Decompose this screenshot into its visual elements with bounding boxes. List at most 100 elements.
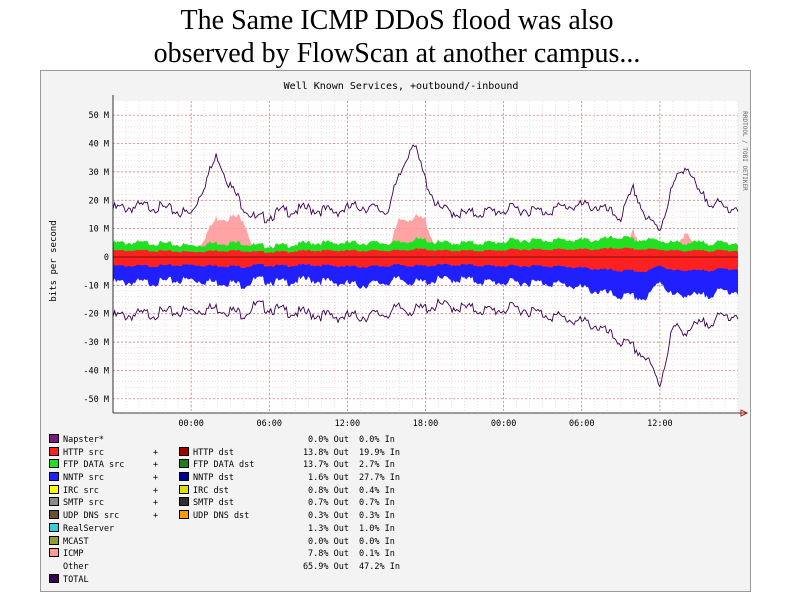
legend-src-row: MCAST	[49, 535, 124, 549]
legend-series-name: HTTP src	[63, 447, 104, 458]
legend-in-row: 1.0% In	[359, 523, 400, 536]
legend-plus-row: +	[153, 472, 158, 485]
legend-plus-row: +	[153, 497, 158, 510]
legend-dst-row: SMTP dst	[179, 497, 254, 510]
legend-series-name: IRC src	[63, 485, 99, 496]
y-tick-label: 50 M	[89, 111, 109, 121]
legend-src-row: SMTP src	[49, 497, 124, 510]
legend-series-name: SMTP src	[63, 498, 104, 509]
legend-out-value: 7.8% Out	[308, 549, 349, 560]
x-tick-label: 00:00	[491, 419, 517, 429]
legend-swatch	[49, 434, 59, 443]
legend-plus-row	[153, 574, 158, 587]
legend-swatch	[179, 446, 189, 456]
legend-swatch	[179, 472, 189, 482]
legend-src: Napster* HTTP src FTP DATA src NNTP src IRC …	[49, 434, 124, 586]
traffic-chart: Well Known Services, +outbound/-inbound …	[49, 81, 749, 429]
legend-out-row: 13.7% Out	[279, 459, 349, 472]
y-tick-label: -30 M	[83, 338, 109, 348]
legend-swatch	[49, 510, 59, 520]
legend-swatch	[179, 459, 189, 469]
legend-series-name: Other	[63, 561, 89, 572]
rrd-graph-frame: Well Known Services, +outbound/-inbound …	[40, 70, 751, 592]
legend-dst-row	[179, 536, 254, 549]
x-tick-label: 18:00	[413, 419, 439, 429]
traffic-areas	[112, 144, 739, 388]
legend-in-row: 19.9% In	[359, 447, 400, 460]
legend-dst-name: NNTP dst	[193, 473, 234, 484]
axes	[112, 95, 749, 417]
legend-swatch	[49, 472, 59, 482]
legend-out-value: 65.9% Out	[302, 561, 349, 572]
legend-plus-sign: +	[153, 473, 159, 484]
legend-in-value: 0.7% In	[359, 498, 395, 509]
legend-in-row: 0.1% In	[359, 548, 400, 561]
y-tick-label: -10 M	[83, 281, 109, 291]
legend-plus-row: +	[153, 459, 158, 472]
legend-in-row: 0.3% In	[359, 510, 400, 523]
legend-swatch	[49, 548, 59, 558]
total-inbound-line	[112, 297, 739, 388]
legend-dst: HTTP dst FTP DATA dst NNTP dst IRC dst SMTP …	[179, 434, 254, 586]
legend-series-name: FTP DATA src	[63, 460, 125, 471]
y-axis-label: bits per second	[49, 220, 59, 301]
legend-swatch	[49, 459, 59, 469]
legend-dst-row: IRC dst	[179, 484, 254, 498]
y-tick-label: 30 M	[89, 168, 109, 178]
slide-title: The Same ICMP DDoS flood was also observ…	[0, 4, 794, 70]
legend-series-name: UDP DNS src	[63, 511, 120, 522]
legend-series-name: NNTP src	[63, 473, 104, 484]
legend-swatch	[49, 446, 59, 456]
legend-src-row: Napster*	[49, 434, 124, 447]
legend-out-value: 0.0% Out	[308, 435, 349, 445]
legend-swatch	[179, 497, 189, 507]
legend-in-value: 1.0% In	[359, 523, 395, 534]
legend-in-value: 0.0% In	[359, 435, 395, 445]
legend-dst-name: SMTP dst	[193, 498, 234, 509]
legend-src-row: FTP DATA src	[49, 459, 124, 472]
legend-out-value: 1.6% Out	[308, 473, 349, 484]
legend-out-row: 0.0% Out	[279, 536, 349, 549]
legend-plus-row	[153, 523, 158, 536]
y-tick-label: -20 M	[83, 310, 109, 320]
legend-out-row	[279, 574, 349, 587]
legend-dst-row: FTP DATA dst	[179, 459, 254, 472]
y-tick-labels: 50 M 40 M 30 M 20 M 10 M 0 -10 M -20 M -30 M -40 …	[83, 111, 109, 405]
y-tick-label: 0	[104, 253, 109, 263]
legend-plus-sign: +	[153, 460, 159, 471]
legend-swatch	[179, 484, 189, 494]
legend-series-name: RealServer	[63, 523, 115, 534]
y-tick-label: -50 M	[83, 395, 109, 405]
legend-out-value: 1.3% Out	[308, 523, 349, 534]
x-tick-label: 12:00	[335, 419, 361, 429]
legend-out-row: 65.9% Out	[279, 561, 349, 574]
legend-in-value: 0.3% In	[359, 511, 395, 522]
legend-dst-name: FTP DATA dst	[193, 460, 255, 471]
x-axis-arrow	[740, 409, 749, 417]
legend-in-row: 0.7% In	[359, 497, 400, 510]
y-tick-label: 20 M	[89, 196, 109, 206]
legend-dst-row	[179, 548, 254, 561]
x-tick-label: 00:00	[178, 419, 204, 429]
chart-title: Well Known Services, +outbound/-inbound	[284, 81, 519, 92]
legend-in-value: 0.0% In	[359, 536, 395, 547]
x-tick-labels: 00:00 06:00 12:00 18:00 00:00 06:00 12:00	[178, 419, 672, 429]
legend-in-value: 19.9% In	[359, 447, 400, 458]
legend-src-row: UDP DNS src	[49, 510, 124, 523]
legend-out-value: 13.8% Out	[302, 447, 349, 458]
legend-src-row: ICMP	[49, 548, 124, 561]
legend-swatch	[179, 510, 189, 520]
icmp-outbound-area	[113, 213, 738, 262]
legend-dst-row	[179, 561, 254, 574]
legend-plus-row: +	[153, 485, 158, 498]
legend-swatch	[49, 522, 59, 532]
legend-plus-row	[153, 548, 158, 561]
slide-title-line-2: observed by FlowScan at another campus..…	[153, 38, 641, 69]
legend-plus-row: +	[153, 510, 158, 523]
legend-out-row: 0.7% Out	[279, 497, 349, 510]
legend-in-value: 0.4% In	[359, 485, 395, 496]
legend-in-row	[359, 574, 400, 587]
legend-dst-row: HTTP dst	[179, 446, 254, 460]
legend-in-row: 0.0% In	[359, 536, 400, 549]
legend-plus-row	[153, 561, 158, 574]
